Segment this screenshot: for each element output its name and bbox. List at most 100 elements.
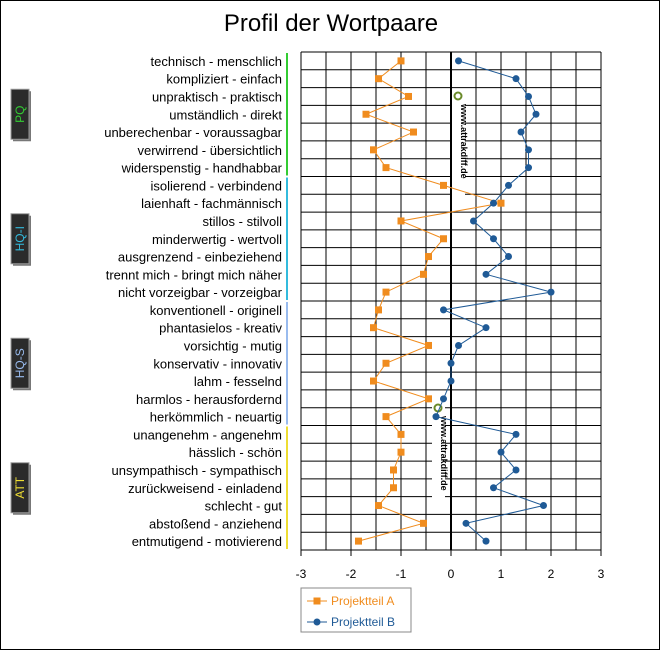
pair-labels: technisch - menschlich kompliziert - einf… bbox=[104, 54, 282, 549]
data-point-square bbox=[375, 75, 382, 83]
data-point-square bbox=[355, 537, 362, 545]
legend-label: Projektteil B bbox=[331, 615, 395, 629]
pair-label: laienhaft - fachmännisch bbox=[141, 196, 282, 211]
series bbox=[355, 57, 555, 545]
pair-label: trennt mich - bringt mich näher bbox=[106, 267, 283, 282]
pair-label: abstoßend - anziehend bbox=[149, 516, 282, 531]
legend: Projektteil A Projektteil B bbox=[300, 587, 412, 633]
data-point-circle bbox=[470, 217, 477, 225]
data-point-circle bbox=[512, 466, 520, 474]
pair-label: hässlich - schön bbox=[189, 445, 282, 460]
pair-label: herkömmlich - neuartig bbox=[150, 410, 282, 425]
data-point-square bbox=[425, 341, 432, 349]
pair-label: unsympathisch - sympathisch bbox=[111, 463, 282, 478]
pair-label: konventionell - originell bbox=[150, 303, 282, 318]
group-markers: PQ HQ-I HQ-S ATT bbox=[10, 53, 288, 549]
data-point-square bbox=[440, 235, 447, 243]
data-point-square bbox=[375, 502, 382, 510]
watermark-text: www.attrakdiff.de bbox=[439, 415, 449, 491]
data-point-square bbox=[425, 253, 432, 261]
pair-label: kompliziert - einfach bbox=[166, 72, 282, 87]
data-point-circle bbox=[455, 341, 462, 349]
group-box bbox=[10, 213, 30, 265]
data-point-square bbox=[382, 359, 390, 367]
series-line bbox=[358, 60, 502, 542]
pair-label: minderwertig - wertvoll bbox=[152, 232, 282, 247]
data-point-circle bbox=[532, 110, 540, 118]
x-tick-label: -1 bbox=[396, 567, 407, 581]
watermark-logo-icon bbox=[453, 91, 463, 101]
x-tick-label: 2 bbox=[548, 567, 555, 581]
data-point-circle bbox=[505, 181, 512, 189]
data-point-circle bbox=[540, 502, 547, 510]
pair-label: konservativ - innovativ bbox=[153, 356, 282, 371]
data-point-circle bbox=[525, 92, 532, 100]
data-point-square bbox=[420, 270, 427, 278]
legend-label: Projektteil A bbox=[331, 594, 394, 608]
pair-label: technisch - menschlich bbox=[151, 54, 283, 69]
pair-label: vorsichtig - mutig bbox=[184, 338, 282, 353]
data-point-square bbox=[382, 413, 390, 421]
data-point-square bbox=[382, 288, 390, 296]
group-box bbox=[10, 462, 30, 514]
group-box bbox=[10, 337, 30, 389]
data-point-square bbox=[370, 377, 377, 385]
data-point-circle bbox=[512, 75, 520, 83]
pair-label: lahm - fesselnd bbox=[194, 374, 282, 389]
watermarks: www.attrakdiff.de www.attrakdiff.de bbox=[432, 90, 469, 500]
data-point-circle bbox=[512, 430, 520, 438]
x-tick-label: 1 bbox=[498, 567, 505, 581]
data-point-square bbox=[397, 217, 405, 225]
pair-label: widerspenstig - handhabbar bbox=[121, 161, 283, 176]
pair-label: unberechenbar - voraussagbar bbox=[104, 125, 282, 140]
x-axis-ticks: -3 -2 -1 0 1 2 3 bbox=[296, 550, 605, 581]
data-point-circle bbox=[525, 146, 532, 154]
pair-label: entmutigend - motivierend bbox=[132, 534, 282, 549]
data-point-square bbox=[497, 199, 505, 207]
pair-label: nicht vorzeigbar - vorzeigbar bbox=[118, 285, 283, 300]
data-point-circle bbox=[482, 537, 490, 545]
data-point-circle bbox=[490, 235, 497, 243]
group-label: HQ-S bbox=[13, 348, 27, 378]
pair-label: zurückweisend - einladend bbox=[128, 481, 282, 496]
pair-label: unangenehm - angenehm bbox=[133, 427, 282, 442]
data-point-circle bbox=[525, 164, 532, 172]
group-box bbox=[10, 88, 30, 140]
data-point-circle bbox=[462, 519, 470, 527]
pair-label: umständlich - direkt bbox=[169, 107, 282, 122]
data-point-square bbox=[370, 324, 377, 332]
x-tick-label: 0 bbox=[448, 567, 455, 581]
pair-label: harmlos - herausfordernd bbox=[136, 392, 282, 407]
legend-box bbox=[300, 587, 412, 633]
group-label: PQ bbox=[13, 106, 27, 123]
pair-label: unpraktisch - praktisch bbox=[152, 89, 282, 104]
legend-marker-square bbox=[313, 597, 321, 605]
group-label: ATT bbox=[13, 476, 27, 498]
watermark-background bbox=[432, 402, 445, 500]
data-point-circle bbox=[517, 128, 525, 136]
data-point-square bbox=[397, 57, 405, 65]
chart-title: Profil der Wortpaare bbox=[224, 10, 438, 37]
data-point-circle bbox=[447, 359, 455, 367]
data-point-circle bbox=[432, 413, 440, 421]
data-point-square bbox=[382, 164, 390, 172]
data-point-square bbox=[397, 430, 405, 438]
watermark-background bbox=[452, 90, 465, 197]
data-point-circle bbox=[440, 395, 447, 403]
series-line bbox=[435, 60, 552, 542]
pair-label: isolierend - verbindend bbox=[150, 178, 282, 193]
x-tick-label: 3 bbox=[598, 567, 605, 581]
data-point-circle bbox=[482, 324, 490, 332]
data-point-circle bbox=[490, 199, 497, 207]
data-point-circle bbox=[490, 484, 497, 492]
group-label: HQ-I bbox=[13, 226, 27, 251]
data-point-square bbox=[397, 448, 405, 456]
data-point-square bbox=[420, 519, 427, 527]
watermark-text: www.attrakdiff.de bbox=[459, 103, 469, 179]
data-point-circle bbox=[440, 306, 447, 314]
data-point-square bbox=[390, 484, 397, 492]
data-point-circle bbox=[482, 270, 490, 278]
data-point-square bbox=[362, 110, 370, 118]
